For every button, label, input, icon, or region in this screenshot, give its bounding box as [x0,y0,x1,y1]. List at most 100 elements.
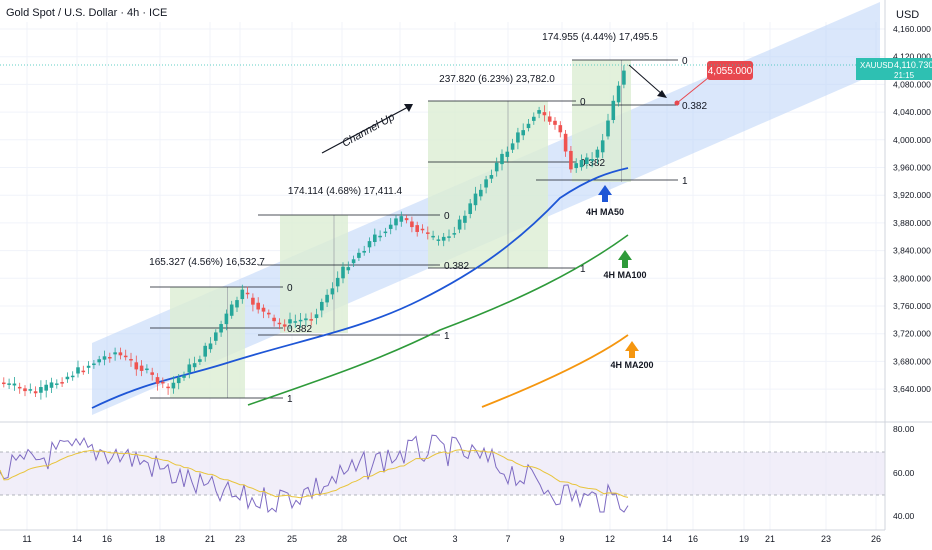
measure-box [170,287,245,398]
candle-body [399,216,404,222]
candle-body [553,120,557,125]
candle-body [558,125,563,133]
candle-body [547,116,552,122]
y-tick-label: 3,920.000 [893,190,931,200]
candle-body [341,266,345,279]
candle-body [70,375,75,378]
x-tick-label: 14 [72,534,82,544]
measure-box [280,215,348,333]
candle-body [97,359,101,363]
currency-label[interactable]: USD [896,9,920,21]
candle-body [86,365,91,368]
rsi-tick-label: 80.00 [893,424,915,434]
ma50-arrow [598,185,612,202]
fib-label: 0 [444,211,450,222]
projection-line [628,64,664,96]
fib-label: 0.382 [682,101,707,112]
candle-body [436,239,441,241]
x-tick-label: 3 [452,534,457,544]
candle-body [500,153,504,165]
candle-body [510,143,515,150]
candle-body [7,383,11,385]
candle-body [415,225,419,232]
candle-body [139,365,144,371]
measure-boxes: 165.327 (4.56%) 16,532.7 174.114 (4.68%) … [149,32,658,398]
candle-body [145,368,149,371]
candle-body [473,193,478,206]
rsi-tick-label: 60.00 [893,468,915,478]
candle-body [256,302,260,310]
ma50-line [91,167,629,409]
candle-body [118,352,123,356]
candle-body [39,387,43,393]
candle-body [426,232,430,234]
candle-body [622,70,626,85]
candle-body [537,110,541,114]
ma100-arrow [618,250,632,268]
rsi-tick-label: 40.00 [893,511,915,521]
candle-body [314,314,319,319]
candle-body [224,313,229,325]
candle-body [335,277,340,287]
x-tick-label: 26 [871,534,881,544]
measure-box [428,101,548,268]
candle-body [468,203,472,214]
ma50-label: 4H MA50 [586,207,624,217]
candle-body [245,292,250,295]
x-tick-label: 23 [235,534,245,544]
candle-body [102,356,107,360]
candle-body [420,228,425,231]
rsi-pane [0,421,932,513]
measurement-label: 237.820 (6.23%) 23,782.0 [439,74,555,85]
candle-body [277,322,282,325]
candle-body [595,149,600,158]
candle-body [542,112,547,116]
fib-label: 0 [682,56,688,67]
moving-averages [91,167,629,409]
candle-body [484,179,488,188]
candle-body [123,355,128,358]
ma200-line [481,334,629,408]
fib-levels: 0 0.382 1 0 0.382 1 0 0.382 1 0 0.382 1 [150,56,707,405]
candle-body [108,357,112,359]
candle-body [65,376,70,380]
candle-body [569,150,573,170]
candle-body [447,236,451,238]
candle-body [23,388,27,392]
candle-body [240,289,245,300]
fib-label: 0.382 [580,158,605,169]
candle-body [198,359,202,362]
candle-body [516,132,520,143]
candle-body [251,297,255,305]
candle-body [12,383,17,386]
symbol-label: XAUUSD [860,61,894,70]
candle-body [357,252,361,258]
candle-body [590,159,594,161]
candle-body [616,85,621,103]
fib-label: 1 [682,176,688,187]
x-tick-label: 12 [605,534,615,544]
x-tick-label: 23 [821,534,831,544]
candle-body [367,241,372,248]
candle-body [282,324,287,327]
x-tick-label: 16 [102,534,112,544]
candles [2,65,626,400]
candle-body [49,382,54,388]
channel-arrow-head [404,104,413,112]
candle-body [161,381,165,384]
measurement-label: 165.327 (4.56%) 16,532.7 [149,257,265,268]
candle-body [579,160,584,168]
candle-body [563,133,568,152]
candle-body [17,386,22,389]
fib-label: 0 [287,283,293,294]
fib-label: 1 [580,264,586,275]
candle-body [489,175,494,179]
candle-body [431,235,435,238]
candle-body [320,301,324,311]
fib-label: 0.382 [444,261,469,272]
grid-lines [0,22,885,530]
y-tick-label: 4,000.000 [893,135,931,145]
candle-body [452,233,457,235]
candle-body [129,359,133,361]
